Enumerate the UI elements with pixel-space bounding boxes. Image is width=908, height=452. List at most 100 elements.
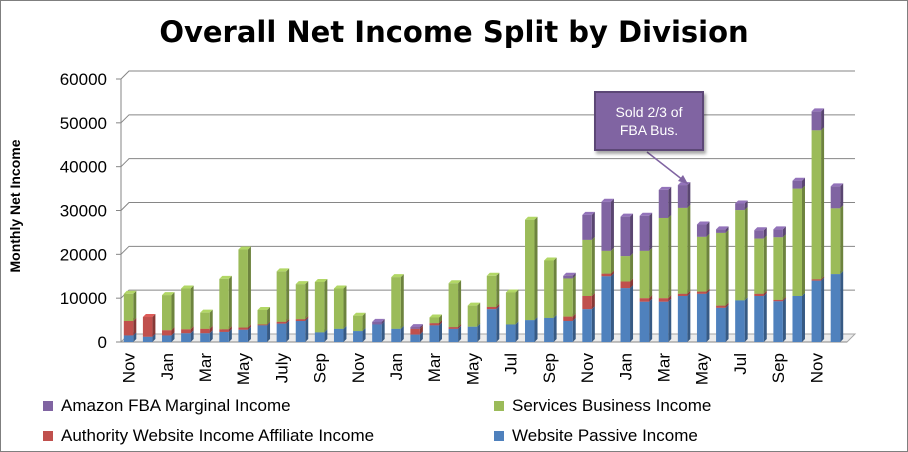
bar-segment <box>735 210 745 301</box>
x-tick-label: Jan <box>158 353 177 380</box>
bar-segment <box>238 249 248 328</box>
bar-top <box>620 213 634 217</box>
bar-side <box>610 247 614 274</box>
bar-side <box>725 226 729 233</box>
bar-segment <box>162 295 172 331</box>
bar-segment <box>754 230 764 239</box>
bar-segment <box>677 295 688 342</box>
bar-side <box>381 321 385 342</box>
bar-segment <box>276 321 287 324</box>
bar-side <box>630 285 634 342</box>
bar-segment <box>639 301 650 342</box>
bar-segment <box>333 288 344 329</box>
bar-side <box>572 275 576 317</box>
bar-top <box>429 314 442 318</box>
bar-side <box>572 272 576 279</box>
y-axis-label: Monthly Net Income <box>7 139 23 273</box>
bar-side <box>782 296 786 302</box>
y-tick-label: 40000 <box>60 158 107 177</box>
bar-side <box>687 290 691 296</box>
bar-top <box>200 309 213 313</box>
bar-segment <box>410 334 420 342</box>
bar-segment <box>142 317 153 337</box>
bar-side <box>534 216 538 321</box>
bar-segment <box>696 236 707 292</box>
bar-side <box>725 229 729 306</box>
bar-side <box>591 211 595 240</box>
bar-top <box>601 198 614 202</box>
bar-side <box>840 183 844 209</box>
bar-side <box>821 108 825 131</box>
bar-top <box>716 226 729 230</box>
bar-side <box>649 212 653 251</box>
bar-side <box>324 329 328 342</box>
bar-side <box>515 289 519 325</box>
bar-side <box>687 204 691 294</box>
bar-top <box>467 302 481 306</box>
bar-segment <box>486 309 497 342</box>
bar-side <box>228 275 232 330</box>
bar-side <box>763 227 767 239</box>
bar-top <box>162 292 175 296</box>
y-tick-label: 20000 <box>60 245 107 264</box>
bar-side <box>152 333 156 342</box>
bar-top <box>639 212 653 216</box>
bar-side <box>496 272 500 307</box>
bar-segment <box>658 298 669 302</box>
bar-side <box>133 332 137 342</box>
bar-side <box>821 127 825 280</box>
bar-top <box>181 285 194 289</box>
y-tick-label: 10000 <box>60 289 107 308</box>
legend-label: Authority Website Income Affiliate Incom… <box>61 426 375 445</box>
bar-segment <box>467 305 478 327</box>
bar-side <box>668 295 672 302</box>
bar-segment <box>811 279 822 281</box>
bar-segment <box>639 298 650 302</box>
bar-side <box>477 323 481 342</box>
x-tick-label: Jul <box>502 353 521 375</box>
bar-top <box>544 257 557 261</box>
x-tick-label: Jan <box>616 353 635 380</box>
bar-segment <box>792 180 802 189</box>
x-tick-label: Mar <box>425 353 444 383</box>
bar-segment <box>582 214 592 240</box>
bar-side <box>171 327 175 336</box>
bar-segment <box>448 327 459 329</box>
bar-side <box>133 290 137 321</box>
x-tick-label: Nov <box>120 353 139 384</box>
bar-side <box>343 325 347 342</box>
bar-side <box>305 317 309 342</box>
bar-side <box>744 297 748 342</box>
gridline <box>120 114 855 124</box>
x-tick-label: Sep <box>311 353 330 383</box>
bar-side <box>286 268 290 322</box>
bar-segment <box>830 186 841 209</box>
bar-side <box>744 207 748 301</box>
bar-side <box>267 322 271 342</box>
legend-item-authority: Authority Website Income Affiliate Incom… <box>43 425 374 447</box>
bar-side <box>343 285 347 329</box>
bar-side <box>171 332 175 342</box>
bar-side <box>649 247 653 299</box>
bar-side <box>458 325 462 342</box>
bar-segment <box>295 320 306 342</box>
bar-segment <box>735 300 745 342</box>
bar-segment <box>773 299 783 302</box>
bar-side <box>572 313 576 321</box>
bar-side <box>591 306 595 342</box>
y-tick-label: 50000 <box>60 114 107 133</box>
bar-segment <box>448 328 459 342</box>
bar-segment <box>333 328 344 342</box>
x-tick-label: Nov <box>349 353 368 384</box>
bar-segment <box>429 317 439 324</box>
bar-top <box>238 246 251 250</box>
bar-segment <box>200 333 210 342</box>
bar-segment <box>505 292 516 325</box>
bar-top <box>295 281 309 285</box>
bar-segment <box>620 216 631 257</box>
bar-segment <box>773 237 783 300</box>
bar-segment <box>525 219 535 321</box>
bar-side <box>572 317 576 342</box>
bar-top <box>525 216 538 220</box>
bar-segment <box>754 238 764 294</box>
